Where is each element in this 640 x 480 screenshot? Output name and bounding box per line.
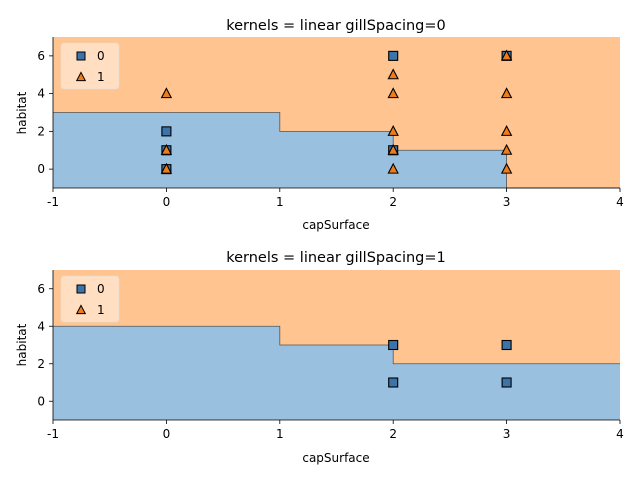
- x-tick-label: -1: [47, 195, 59, 209]
- legend-label: 0: [97, 49, 105, 63]
- region-class-0: [53, 112, 620, 188]
- y-axis-label: habitat: [15, 323, 29, 366]
- y-tick-label: 2: [37, 357, 45, 371]
- data-point-class-0: [388, 339, 399, 351]
- plot-area: [53, 37, 620, 189]
- x-axis-label: capSurface: [302, 451, 369, 465]
- data-point-class-1: [500, 124, 513, 136]
- legend-label: 1: [97, 70, 105, 84]
- decision-boundary-line: [53, 325, 620, 365]
- x-tick-label: 1: [276, 195, 284, 209]
- y-axis-label: habitat: [15, 91, 29, 134]
- data-point-class-1: [387, 87, 399, 99]
- decision-boundary-line: [53, 112, 620, 189]
- legend-marker-triangle: [75, 71, 87, 82]
- y-tick-label: 6: [37, 49, 45, 63]
- legend-label: 1: [97, 303, 105, 317]
- chart-title: kernels = linear gillSpacing=1: [226, 250, 446, 266]
- legend-box: [60, 275, 120, 323]
- data-point-class-1: [500, 87, 513, 99]
- y-tick-label: 2: [37, 124, 45, 138]
- x-tick-label: 4: [616, 427, 624, 441]
- chart-panel-top: kernels = linear gillSpacing=0 -1 0 1 2 3 402…: [15, 18, 624, 232]
- data-point-class-0: [501, 377, 512, 388]
- x-tick-label: 0: [163, 195, 171, 209]
- region-class-0: [53, 326, 620, 420]
- y-tick-label: 0: [37, 162, 45, 176]
- data-point-class-0: [161, 126, 172, 137]
- legend-box: [60, 42, 120, 90]
- legend-label: 0: [97, 282, 105, 296]
- data-point-class-1: [387, 162, 399, 174]
- data-point-class-1: [387, 143, 399, 155]
- data-point-class-0: [388, 377, 399, 388]
- legend-marker-triangle: [75, 304, 87, 315]
- data-point-class-1: [160, 162, 173, 174]
- data-point-class-1: [160, 87, 173, 99]
- data-point-class-1: [500, 49, 513, 61]
- data-point-class-1: [387, 124, 399, 136]
- x-tick-label: 2: [389, 195, 397, 209]
- legend: 01: [60, 275, 120, 323]
- data-point-class-1: [387, 68, 399, 80]
- legend: 01: [60, 42, 120, 90]
- data-point-class-1: [500, 143, 513, 155]
- x-tick-label: 1: [276, 427, 284, 441]
- legend-marker-square: [76, 284, 86, 294]
- data-point-class-1: [160, 143, 173, 155]
- x-tick-label: 0: [163, 427, 171, 441]
- x-tick-label: 3: [503, 427, 511, 441]
- y-tick-label: 0: [37, 394, 45, 408]
- x-tick-label: 4: [616, 195, 624, 209]
- data-point-class-0: [388, 50, 399, 61]
- data-point-class-0: [501, 339, 512, 351]
- chart-title: kernels = linear gillSpacing=0: [226, 18, 446, 34]
- data-point-class-1: [500, 162, 513, 174]
- x-tick-label: 3: [503, 195, 511, 209]
- y-tick-label: 6: [37, 282, 45, 296]
- x-tick-label: 2: [389, 427, 397, 441]
- legend-marker-square: [76, 51, 86, 61]
- y-tick-label: 4: [37, 87, 45, 101]
- y-tick-label: 4: [37, 319, 45, 333]
- x-axis-label: capSurface: [302, 218, 369, 232]
- x-tick-label: -1: [47, 427, 59, 441]
- plot-area: [53, 270, 620, 420]
- chart-panel-bottom: kernels = linear gillSpacing=1 -1 0 1 2 3 402…: [15, 250, 624, 465]
